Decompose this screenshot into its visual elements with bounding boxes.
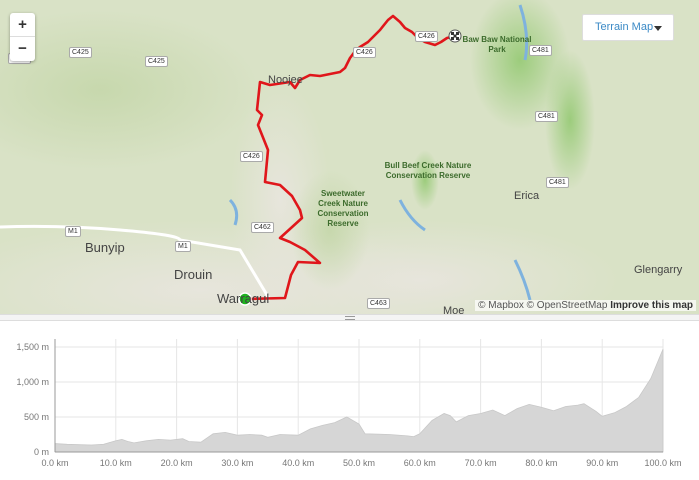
x-tick-label: 80.0 km xyxy=(525,458,557,468)
place-label: Noojee xyxy=(268,74,303,86)
start-marker-icon[interactable] xyxy=(238,292,252,306)
road-label: C481 xyxy=(529,45,552,56)
place-label: Drouin xyxy=(174,267,213,282)
place-label: Erica xyxy=(514,190,540,202)
map-terrain xyxy=(0,0,620,314)
road-label: C426 xyxy=(240,151,263,162)
y-tick-label: 1,500 m xyxy=(16,342,49,352)
road-label: M1 xyxy=(175,241,191,252)
x-tick-label: 50.0 km xyxy=(343,458,375,468)
place-label: Warragul xyxy=(217,291,270,306)
road-label: C481 xyxy=(535,111,558,122)
place-label: Bunyip xyxy=(85,240,125,255)
caret-down-icon xyxy=(654,26,662,31)
road-label: C463 xyxy=(367,298,390,309)
x-tick-label: 30.0 km xyxy=(221,458,253,468)
x-tick-label: 70.0 km xyxy=(465,458,497,468)
elevation-chart[interactable]: 0.0 km 10.0 km 20.0 km 30.0 km 40.0 km 50.0 k… xyxy=(0,321,699,480)
x-tick-label: 40.0 km xyxy=(282,458,314,468)
road-label: C481 xyxy=(546,177,569,188)
x-tick-label: 60.0 km xyxy=(404,458,436,468)
park-label: Bull Beef Creek Nature Conservation Rese… xyxy=(384,161,472,180)
x-tick-label: 20.0 km xyxy=(161,458,193,468)
x-tick-label: 0.0 km xyxy=(41,458,68,468)
attribution-text[interactable]: © Mapbox © OpenStreetMap xyxy=(478,300,608,311)
x-tick-label: 100.0 km xyxy=(644,458,681,468)
route-line xyxy=(247,14,456,301)
road-label: C425 xyxy=(145,56,168,67)
road-label: C426 xyxy=(415,31,438,42)
x-tick-label: 90.0 km xyxy=(586,458,618,468)
x-tick-label: 10.0 km xyxy=(100,458,132,468)
improve-map-link[interactable]: Improve this map xyxy=(610,300,693,311)
y-tick-label: 0 m xyxy=(34,447,49,457)
place-label: Moe xyxy=(443,305,465,314)
zoom-control: + − xyxy=(10,13,35,61)
park-label: Sweetwater Creek Nature Conservation Res… xyxy=(317,189,369,228)
map-layer-dropdown[interactable]: Terrain Map xyxy=(582,14,674,41)
map-attribution: © Mapbox © OpenStreetMap Improve this ma… xyxy=(475,300,696,311)
zoom-out-button[interactable]: − xyxy=(18,40,27,57)
road-label: C426 xyxy=(353,47,376,58)
place-label: Glengarry xyxy=(634,264,683,276)
y-tick-label: 1,000 m xyxy=(16,377,49,387)
finish-flag-icon[interactable] xyxy=(448,29,462,43)
road-label: C462 xyxy=(251,222,274,233)
y-tick-label: 500 m xyxy=(24,412,49,422)
elevation-area xyxy=(54,348,664,453)
road-label: C425 xyxy=(69,47,92,58)
zoom-in-button[interactable]: + xyxy=(10,13,35,37)
route-map[interactable]: C425 C425 C424 C426 C426 C426 C481 C481 … xyxy=(0,0,699,314)
map-layer-label: Terrain Map xyxy=(595,21,654,33)
resize-handle[interactable] xyxy=(0,314,699,321)
park-label: Baw Baw National Park xyxy=(462,35,532,54)
road-label: M1 xyxy=(65,226,81,237)
grip-icon xyxy=(345,316,355,320)
